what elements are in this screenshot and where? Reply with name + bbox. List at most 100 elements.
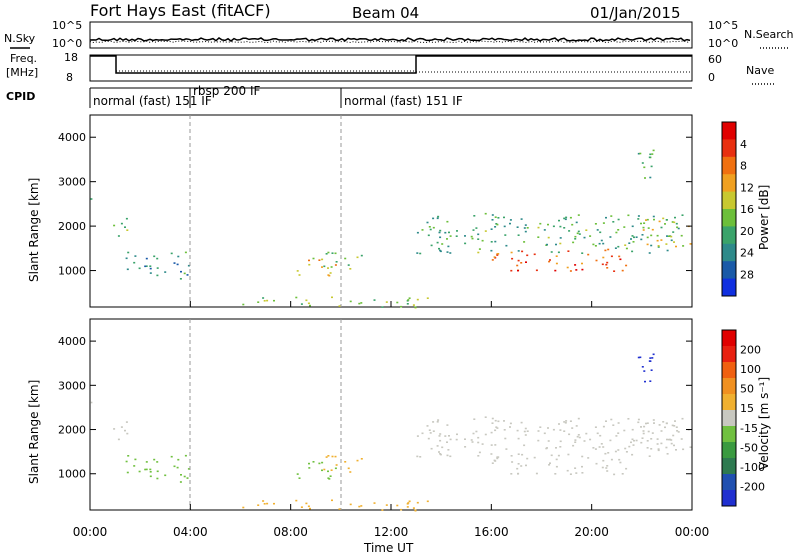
colorbar-cell	[722, 330, 736, 347]
power-cell	[554, 269, 557, 272]
velocity-cell	[439, 453, 442, 456]
power-cell	[449, 235, 452, 237]
power-cell	[329, 272, 332, 274]
power-cell	[651, 153, 654, 155]
velocity-cell	[449, 455, 452, 458]
power-cell	[567, 250, 570, 252]
colorbar-cell	[722, 261, 736, 280]
power-cell	[640, 238, 643, 241]
velocity-cell	[327, 477, 330, 479]
xtick-label: 00:00	[675, 525, 710, 539]
velocity-cell	[673, 425, 676, 427]
velocity-scatter	[90, 353, 692, 512]
power-cell	[675, 222, 678, 225]
velocity-cell	[557, 454, 560, 457]
power-cell	[496, 254, 499, 256]
power-cell	[665, 243, 668, 245]
power-cell	[412, 304, 415, 306]
velocity-cell	[615, 435, 618, 437]
ytick-label: 3000	[58, 379, 86, 392]
power-cell	[569, 270, 572, 272]
cpid-mode-2: normal (fast) 151 IF	[344, 94, 463, 108]
velocity-cell	[496, 427, 499, 429]
velocity-cell	[510, 455, 513, 457]
colorbar-cell	[722, 191, 736, 210]
velocity-cell	[650, 438, 653, 440]
power-cell	[477, 238, 480, 240]
velocity-cell	[571, 427, 574, 429]
power-cell	[650, 165, 653, 168]
velocity-cell	[510, 473, 513, 475]
velocity-cell	[427, 437, 430, 440]
power-cell	[621, 269, 624, 272]
power-cell	[327, 251, 330, 254]
power-cell	[416, 298, 419, 301]
colorbar-tick: 28	[740, 268, 754, 281]
power-cell	[475, 227, 478, 229]
velocity-cell	[113, 428, 116, 430]
power-cell	[547, 223, 549, 226]
velocity-cell	[525, 464, 527, 467]
velocity-cell	[646, 422, 649, 424]
velocity-cell	[628, 445, 631, 448]
velocity-cell	[602, 425, 605, 428]
velocity-cell	[665, 422, 668, 424]
power-cell	[464, 235, 466, 237]
velocity-cell	[596, 432, 599, 435]
velocity-cell	[675, 449, 677, 451]
velocity-cell	[495, 426, 498, 428]
power-cell	[414, 306, 417, 308]
power-cell	[156, 274, 159, 277]
power-cell	[647, 227, 650, 229]
power-cell	[648, 252, 651, 254]
power-cell	[646, 218, 649, 221]
power-cell	[149, 272, 152, 274]
velocity-cell	[604, 452, 607, 455]
power-cell	[674, 216, 676, 219]
velocity-cell	[347, 467, 350, 470]
power-cell	[577, 214, 580, 216]
velocity-cell	[567, 453, 570, 456]
power-cell	[641, 234, 644, 236]
velocity-cell	[490, 431, 493, 434]
colorbar-tick: 8	[740, 160, 747, 173]
power-cell	[517, 269, 519, 272]
velocity-cell	[263, 503, 266, 505]
power-cell	[444, 231, 447, 234]
power-cell	[565, 216, 568, 219]
velocity-cell	[666, 453, 669, 455]
velocity-cell	[436, 421, 439, 423]
velocity-cell	[173, 465, 176, 468]
power-cell	[321, 258, 324, 261]
power-cell	[592, 243, 595, 246]
velocity-cell	[344, 461, 347, 463]
colorbar-tick: 100	[740, 363, 761, 376]
velocity-cell	[587, 457, 590, 459]
power-cell	[490, 228, 493, 230]
power-cell	[637, 215, 640, 217]
velocity-cell	[631, 438, 634, 441]
velocity-cell	[650, 369, 653, 371]
power-cell	[125, 217, 128, 220]
power-cell	[497, 217, 500, 219]
power-cell	[525, 261, 527, 263]
velocity-cell	[448, 435, 450, 437]
colorbar-cell	[722, 346, 736, 363]
velocity-cell	[520, 465, 523, 467]
power-cell	[416, 252, 419, 254]
power-cell	[385, 301, 388, 303]
power-cell	[632, 241, 635, 243]
velocity-cell	[641, 437, 644, 439]
power-cell	[524, 230, 527, 233]
velocity-cell	[90, 401, 93, 404]
power-cell	[481, 239, 484, 242]
velocity-cell	[554, 473, 557, 475]
power-cell	[594, 245, 597, 247]
velocity-cell	[497, 420, 500, 423]
velocity-cell	[539, 426, 542, 428]
velocity-cell	[674, 420, 676, 422]
power-cell	[183, 272, 186, 275]
colorbar-cell	[722, 410, 736, 427]
nave-label: Nave	[746, 64, 774, 77]
nave-tick-top: 60	[708, 53, 722, 66]
